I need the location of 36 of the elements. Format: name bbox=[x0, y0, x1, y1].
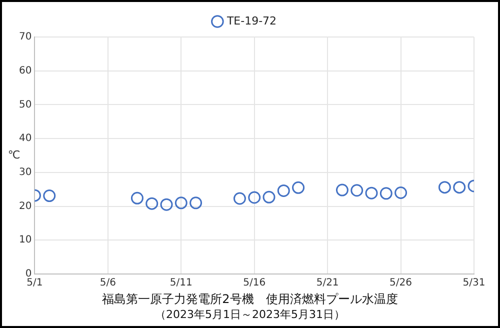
point bbox=[277, 184, 290, 197]
legend-label: TE-19-72 bbox=[226, 14, 277, 28]
point bbox=[438, 181, 451, 194]
y-tick-label: 20 bbox=[18, 200, 32, 212]
y-tick-label: 10 bbox=[18, 234, 32, 246]
text: 福島第一原子力発電所2号機 使用済燃料プール水温度 bbox=[101, 292, 399, 306]
point bbox=[453, 181, 466, 194]
text: （2023年5月1日～2023年5月31日） bbox=[154, 308, 346, 321]
point bbox=[43, 190, 56, 202]
point bbox=[160, 198, 173, 211]
x-tick-label: 5/21 bbox=[316, 278, 339, 289]
x-tick-label: 5/16 bbox=[243, 278, 266, 289]
point bbox=[174, 196, 188, 210]
point bbox=[292, 181, 305, 194]
point bbox=[350, 184, 364, 197]
point bbox=[336, 184, 348, 196]
point bbox=[146, 197, 158, 210]
point bbox=[233, 192, 246, 205]
x-tick-label: 5/1 bbox=[26, 278, 43, 289]
point bbox=[262, 190, 276, 204]
y-tick-label: 70 bbox=[18, 32, 32, 43]
y-tick-label: 30 bbox=[18, 167, 32, 178]
y-tick-label: 50 bbox=[18, 99, 32, 110]
point bbox=[380, 187, 392, 200]
y-axis-title: ℃ bbox=[8, 148, 20, 162]
point bbox=[365, 186, 378, 200]
x-tick-label: 5/6 bbox=[100, 278, 116, 289]
y-tick-label: 60 bbox=[18, 65, 32, 76]
point bbox=[130, 192, 144, 204]
x-tick-label: 5/26 bbox=[390, 278, 412, 289]
x-tick-label: 5/11 bbox=[170, 278, 192, 289]
point bbox=[190, 196, 202, 210]
y-tick-label: 40 bbox=[18, 133, 32, 144]
x-tick-label: 5/31 bbox=[462, 278, 486, 289]
point bbox=[394, 186, 408, 199]
point bbox=[248, 191, 261, 204]
